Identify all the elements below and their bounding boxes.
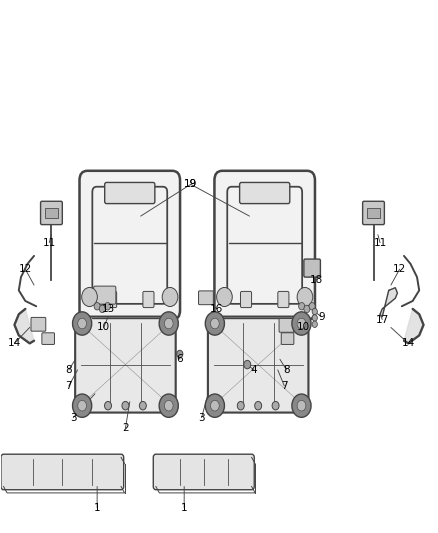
Circle shape bbox=[73, 394, 92, 417]
Text: 4: 4 bbox=[251, 365, 257, 375]
Circle shape bbox=[244, 360, 251, 369]
FancyBboxPatch shape bbox=[215, 171, 315, 320]
Bar bbox=[46, 208, 57, 217]
FancyBboxPatch shape bbox=[279, 318, 294, 332]
Circle shape bbox=[292, 394, 311, 417]
Circle shape bbox=[304, 305, 310, 313]
FancyBboxPatch shape bbox=[75, 317, 176, 413]
FancyBboxPatch shape bbox=[304, 259, 321, 277]
FancyBboxPatch shape bbox=[1, 454, 124, 490]
Text: 2: 2 bbox=[122, 423, 129, 433]
Text: 19: 19 bbox=[184, 179, 198, 189]
Text: 1: 1 bbox=[181, 503, 187, 513]
Circle shape bbox=[312, 309, 318, 315]
Text: 8: 8 bbox=[283, 365, 290, 375]
Text: 3: 3 bbox=[70, 413, 77, 423]
FancyBboxPatch shape bbox=[105, 182, 155, 204]
Text: 16: 16 bbox=[210, 304, 223, 314]
Circle shape bbox=[78, 318, 86, 329]
Polygon shape bbox=[380, 288, 397, 317]
Text: 9: 9 bbox=[318, 312, 325, 322]
Polygon shape bbox=[404, 309, 424, 343]
Circle shape bbox=[217, 287, 232, 306]
Circle shape bbox=[139, 401, 146, 410]
Text: 17: 17 bbox=[375, 314, 389, 325]
Circle shape bbox=[159, 394, 178, 417]
Circle shape bbox=[205, 394, 224, 417]
FancyBboxPatch shape bbox=[363, 201, 385, 224]
FancyBboxPatch shape bbox=[281, 333, 294, 344]
Text: 13: 13 bbox=[101, 304, 115, 314]
Text: 10: 10 bbox=[97, 322, 110, 333]
Circle shape bbox=[312, 321, 318, 327]
FancyBboxPatch shape bbox=[42, 333, 54, 344]
Circle shape bbox=[159, 312, 178, 335]
FancyBboxPatch shape bbox=[153, 454, 254, 490]
FancyBboxPatch shape bbox=[208, 317, 308, 413]
Circle shape bbox=[237, 401, 244, 410]
Circle shape bbox=[73, 312, 92, 335]
Circle shape bbox=[162, 287, 178, 306]
Text: 11: 11 bbox=[42, 238, 56, 248]
FancyBboxPatch shape bbox=[278, 292, 289, 308]
Circle shape bbox=[105, 303, 111, 310]
Text: 1: 1 bbox=[94, 503, 100, 513]
Circle shape bbox=[309, 303, 315, 310]
Circle shape bbox=[78, 400, 86, 411]
Circle shape bbox=[82, 287, 97, 306]
Text: 19: 19 bbox=[184, 179, 198, 189]
Text: 12: 12 bbox=[393, 264, 406, 274]
FancyBboxPatch shape bbox=[106, 292, 117, 308]
FancyBboxPatch shape bbox=[240, 292, 251, 308]
Text: 18: 18 bbox=[310, 274, 324, 285]
Circle shape bbox=[312, 315, 318, 321]
Circle shape bbox=[205, 312, 224, 335]
FancyBboxPatch shape bbox=[31, 317, 46, 331]
Text: 14: 14 bbox=[8, 338, 21, 349]
Circle shape bbox=[99, 305, 106, 313]
FancyBboxPatch shape bbox=[94, 286, 116, 304]
FancyBboxPatch shape bbox=[143, 292, 154, 308]
FancyBboxPatch shape bbox=[41, 201, 62, 224]
Circle shape bbox=[164, 318, 173, 329]
Circle shape bbox=[297, 400, 306, 411]
Circle shape bbox=[105, 401, 112, 410]
Circle shape bbox=[299, 303, 305, 310]
Text: 8: 8 bbox=[66, 365, 72, 375]
Text: 7: 7 bbox=[281, 381, 288, 391]
Circle shape bbox=[297, 318, 306, 329]
Circle shape bbox=[94, 303, 100, 310]
Text: 7: 7 bbox=[66, 381, 72, 391]
Text: 6: 6 bbox=[177, 354, 183, 364]
Text: 14: 14 bbox=[402, 338, 415, 349]
Circle shape bbox=[122, 401, 129, 410]
FancyBboxPatch shape bbox=[240, 182, 290, 204]
Text: 12: 12 bbox=[19, 264, 32, 274]
Circle shape bbox=[164, 400, 173, 411]
Circle shape bbox=[292, 312, 311, 335]
Text: 11: 11 bbox=[374, 238, 387, 248]
Circle shape bbox=[254, 401, 261, 410]
Text: 3: 3 bbox=[198, 413, 205, 423]
Text: 10: 10 bbox=[297, 322, 311, 333]
Circle shape bbox=[177, 350, 183, 358]
Circle shape bbox=[272, 401, 279, 410]
Bar bbox=[367, 208, 380, 217]
Polygon shape bbox=[14, 309, 34, 343]
FancyBboxPatch shape bbox=[80, 171, 180, 320]
Circle shape bbox=[211, 400, 219, 411]
Circle shape bbox=[211, 318, 219, 329]
FancyBboxPatch shape bbox=[198, 291, 213, 305]
Circle shape bbox=[297, 287, 313, 306]
